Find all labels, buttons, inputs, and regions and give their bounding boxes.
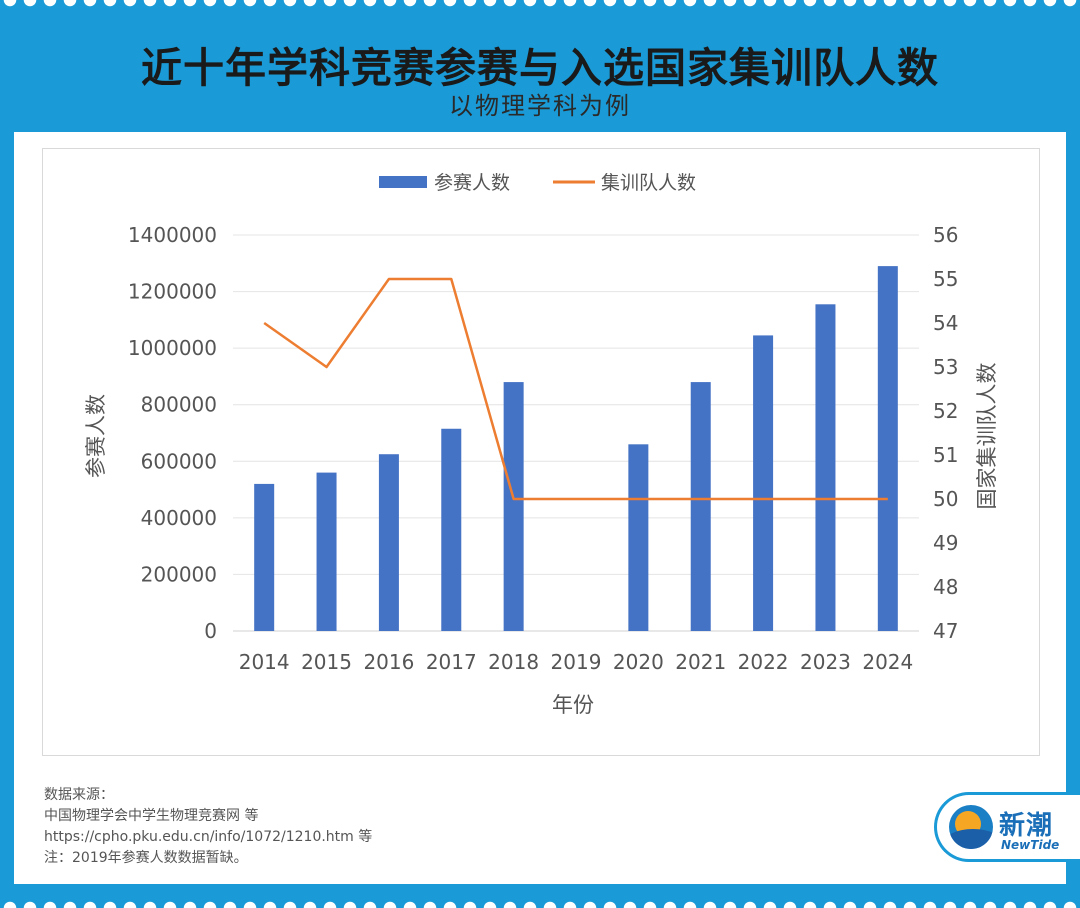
y-tick-label: 600000 <box>141 449 217 473</box>
y2-axis-label: 国家集训队人数 <box>975 363 999 510</box>
y2-tick-label: 52 <box>933 399 958 423</box>
header: 近十年学科竞赛参赛与入选国家集训队人数 以物理学科为例 <box>0 14 1080 132</box>
y2-tick-label: 50 <box>933 487 958 511</box>
content-panel: 参赛人数 集训队人数 0 200000 400000 600000 800000 1000… <box>14 132 1080 884</box>
x-tick-label: 2021 <box>675 650 726 674</box>
line-path <box>263 277 888 501</box>
y2-tick-label: 51 <box>933 443 958 467</box>
x-tick-label: 2017 <box>426 650 477 674</box>
x-tick-label: 2023 <box>800 650 851 674</box>
bar-2020 <box>628 444 649 631</box>
y-tick-label: 800000 <box>141 393 217 417</box>
y2-tick-label: 55 <box>933 267 958 291</box>
x-tick-label: 2019 <box>551 650 602 674</box>
y-tick-label: 1200000 <box>128 280 217 304</box>
bar-2023 <box>815 304 836 631</box>
y2-tick-label: 49 <box>933 531 958 555</box>
y-tick-label: 1400000 <box>128 223 217 247</box>
source-note: 数据来源： 中国物理学会中学生物理竞赛网 等 https://cpho.pku.… <box>44 785 372 869</box>
y-tick-label: 400000 <box>141 506 217 530</box>
y2-tick-label: 53 <box>933 355 958 379</box>
x-tick-label: 2016 <box>363 650 414 674</box>
page-title: 近十年学科竞赛参赛与入选国家集训队人数 <box>141 44 939 92</box>
x-axis-label: 年份 <box>552 693 594 717</box>
logo-text: 新潮 <box>999 811 1054 841</box>
x-tick-label: 2018 <box>488 650 539 674</box>
legend-line-label: 集训队人数 <box>601 172 696 194</box>
y2-tick-label: 54 <box>933 311 958 335</box>
logo-subtext: NewTide <box>1001 838 1060 852</box>
y-tick-label: 0 <box>204 619 217 643</box>
chart-container: 参赛人数 集训队人数 0 200000 400000 600000 800000 1000… <box>42 148 1040 756</box>
newtide-logo: 新潮 NewTide <box>934 792 1080 862</box>
source-note-2019: 注：2019年参赛人数数据暂缺。 <box>44 850 248 866</box>
source-label: 数据来源： <box>44 787 114 803</box>
bar-2015 <box>316 472 337 631</box>
bar-2018 <box>503 382 524 631</box>
source-line-1: 中国物理学会中学生物理竞赛网 等 <box>44 808 259 824</box>
x-tick-label: 2015 <box>301 650 352 674</box>
legend-bar-swatch <box>379 176 427 188</box>
x-tick-label: 2014 <box>239 650 290 674</box>
x-axis-ticks: 2014 2015 2016 2017 2018 2019 2020 2021 2022 2023… <box>239 650 914 674</box>
legend-bar-label: 参赛人数 <box>434 172 510 194</box>
y-tick-label: 200000 <box>141 562 217 586</box>
bar-series <box>254 266 898 631</box>
legend: 参赛人数 集训队人数 <box>379 172 696 194</box>
y2-tick-label: 47 <box>933 619 958 643</box>
y-axis-label: 参赛人数 <box>84 394 108 478</box>
bar-2016 <box>378 454 399 631</box>
stamp-edge-bottom <box>0 894 1080 908</box>
stamp-edge-top <box>0 0 1080 14</box>
y-axis-ticks: 0 200000 400000 600000 800000 1000000 1200000 1… <box>128 223 217 643</box>
y2-axis-ticks: 47 48 49 50 51 52 53 54 55 56 <box>933 223 958 643</box>
bar-2022 <box>753 335 774 631</box>
bar-2014 <box>254 483 275 631</box>
y-tick-label: 1000000 <box>128 336 217 360</box>
bar-2021 <box>690 382 711 631</box>
page-subtitle: 以物理学科为例 <box>449 92 631 120</box>
combo-chart: 参赛人数 集训队人数 0 200000 400000 600000 800000 1000… <box>84 172 999 717</box>
y2-tick-label: 56 <box>933 223 958 247</box>
line-series <box>263 277 888 501</box>
x-tick-label: 2022 <box>738 650 789 674</box>
logo-emblem-icon <box>949 805 993 849</box>
bar-2017 <box>441 428 462 631</box>
x-tick-label: 2024 <box>862 650 913 674</box>
y2-tick-label: 48 <box>933 575 958 599</box>
bar-2024 <box>877 266 898 631</box>
gridlines <box>233 234 919 632</box>
source-line-2: https://cpho.pku.edu.cn/info/1072/1210.h… <box>44 829 373 845</box>
x-tick-label: 2020 <box>613 650 664 674</box>
